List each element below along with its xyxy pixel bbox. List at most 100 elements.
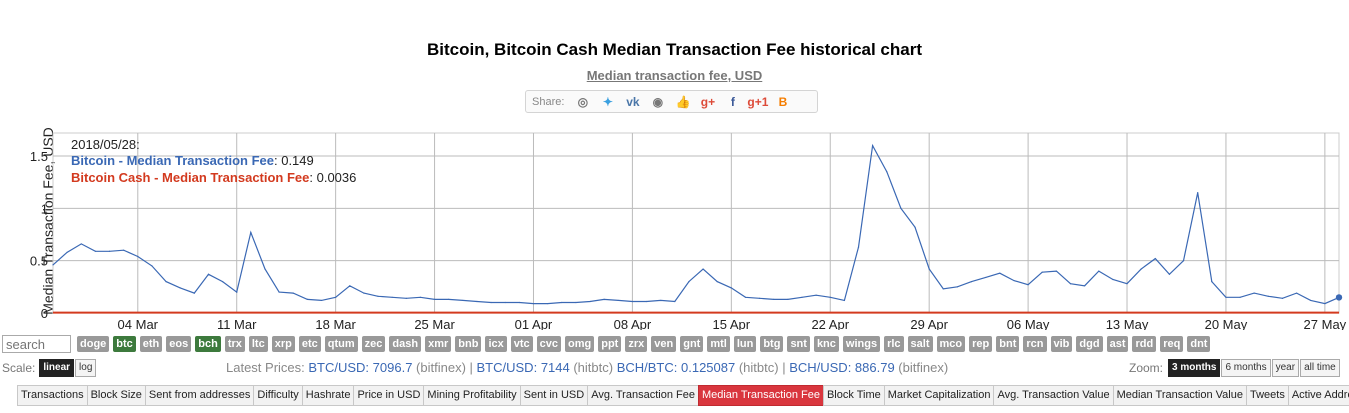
data-point[interactable] [1182,260,1185,262]
tab-sent-in-usd[interactable]: Sent in USD [519,385,589,406]
coin-mco-button[interactable]: mco [936,336,966,352]
coin-gnt-button[interactable]: gnt [680,336,704,352]
data-point[interactable] [1126,283,1128,285]
tab-difficulty[interactable]: Difficulty [253,385,303,406]
data-point[interactable] [1013,279,1015,282]
data-point[interactable] [730,287,732,289]
data-point[interactable] [1140,268,1142,270]
coin-snt-button[interactable]: snt [787,336,810,352]
coin-ltc-button[interactable]: ltc [248,336,268,352]
data-point[interactable] [674,300,676,303]
coin-lun-button[interactable]: lun [733,336,757,352]
coin-ppt-button[interactable]: ppt [598,336,622,352]
tab-market-capitalization[interactable]: Market Capitalization [883,385,995,406]
tab-median-transaction-fee[interactable]: Median Transaction Fee [697,385,824,406]
data-point[interactable] [94,250,96,252]
data-point[interactable] [1324,302,1326,305]
data-point[interactable] [1335,294,1343,301]
tab-tweets[interactable]: Tweets [1245,385,1289,406]
data-point[interactable] [617,299,619,302]
data-point[interactable] [433,298,436,300]
coin-zrx-button[interactable]: zrx [625,336,648,352]
coin-eos-button[interactable]: eos [166,336,192,352]
line-chart[interactable]: 0 0.5 1 1.5 04 Mar 11 Mar 18 Mar 25 Mar 01 Apr 08… [0,125,1349,330]
data-point[interactable] [278,291,280,293]
data-point[interactable] [363,292,365,294]
coin-dash-button[interactable]: dash [389,336,422,352]
coin-btg-button[interactable]: btg [760,336,784,352]
coin-rlc-button[interactable]: rlc [884,336,904,352]
data-point[interactable] [956,286,959,288]
data-point[interactable] [575,301,577,304]
coin-rep-button[interactable]: rep [969,336,993,352]
data-point[interactable] [221,281,224,283]
data-point[interactable] [1055,270,1057,272]
data-point[interactable] [1069,283,1072,285]
data-point[interactable] [1197,192,1199,194]
blogger-icon[interactable]: B [778,94,788,109]
coin-zec-button[interactable]: zec [361,336,386,352]
coin-bnb-button[interactable]: bnb [455,336,482,352]
coin-bnt-button[interactable]: bnt [996,336,1020,352]
tab-transactions[interactable]: Transactions [17,385,88,406]
coin-rdd-button[interactable]: rdd [1132,336,1157,352]
tab-avg-transaction-fee[interactable]: Avg. Transaction Fee [587,385,699,406]
tab-block-size[interactable]: Block Size [86,385,146,406]
data-point[interactable] [801,296,803,298]
coin-etc-button[interactable]: etc [298,336,321,352]
data-point[interactable] [1098,270,1100,272]
coin-btc-button[interactable]: btc [113,336,136,352]
coin-vib-button[interactable]: vib [1050,336,1073,352]
data-point[interactable] [306,298,308,300]
reddit-icon[interactable]: ◎ [577,94,589,109]
data-point[interactable] [872,144,874,147]
data-point[interactable] [688,281,690,283]
tab-block-time[interactable]: Block Time [822,385,885,406]
zoom-option-button[interactable]: 3 months [1168,359,1221,377]
data-point[interactable] [504,301,506,304]
coin-knc-button[interactable]: knc [813,336,839,352]
vk-icon[interactable]: vk [626,94,640,109]
data-point[interactable] [1253,292,1255,294]
data-point[interactable] [52,264,54,266]
tab-price-in-usd[interactable]: Price in USD [353,385,425,406]
data-point[interactable] [207,273,210,275]
tab-sent-from-addresses[interactable]: Sent from addresses [144,385,255,406]
coin-dnt-button[interactable]: dnt [1187,336,1211,352]
tab-hashrate[interactable]: Hashrate [301,385,355,406]
data-point[interactable] [942,288,944,290]
data-point[interactable] [1296,292,1298,294]
data-point[interactable] [631,300,634,303]
data-point[interactable] [914,226,916,228]
coin-cvc-button[interactable]: cvc [536,336,561,352]
series-line-bitcoin[interactable] [52,143,1340,305]
data-point[interactable] [193,292,195,294]
coin-icx-button[interactable]: icx [485,336,507,352]
tab-active-addresses[interactable]: Active Addresses [1287,385,1349,406]
coin-xrp-button[interactable]: xrp [271,336,295,352]
data-point[interactable] [179,287,181,289]
zoom-option-button[interactable]: all time [1300,359,1340,377]
coin-xmr-button[interactable]: xmr [425,336,452,352]
coin-mtl-button[interactable]: mtl [707,336,730,352]
weibo-icon[interactable]: ◉ [652,94,664,109]
coin-search-input[interactable] [2,335,71,353]
data-point[interactable] [1239,296,1241,298]
data-point[interactable] [815,294,817,296]
coin-wings-button[interactable]: wings [842,336,881,352]
data-point[interactable] [123,249,125,251]
data-point[interactable] [603,298,605,300]
data-point[interactable] [758,297,761,299]
data-point[interactable] [773,298,775,300]
data-point[interactable] [405,297,407,299]
data-point[interactable] [66,251,68,253]
twitter-icon[interactable]: ✦ [602,94,613,109]
zoom-option-button[interactable]: year [1271,359,1300,377]
coin-doge-button[interactable]: doge [77,336,110,352]
data-point[interactable] [716,281,718,283]
data-point[interactable] [843,299,845,302]
chart-subtitle[interactable]: Median transaction fee, USD [586,68,763,83]
tab-avg-transaction-value[interactable]: Avg. Transaction Value [993,385,1114,406]
data-point[interactable] [1281,297,1284,299]
data-point[interactable] [532,302,535,305]
